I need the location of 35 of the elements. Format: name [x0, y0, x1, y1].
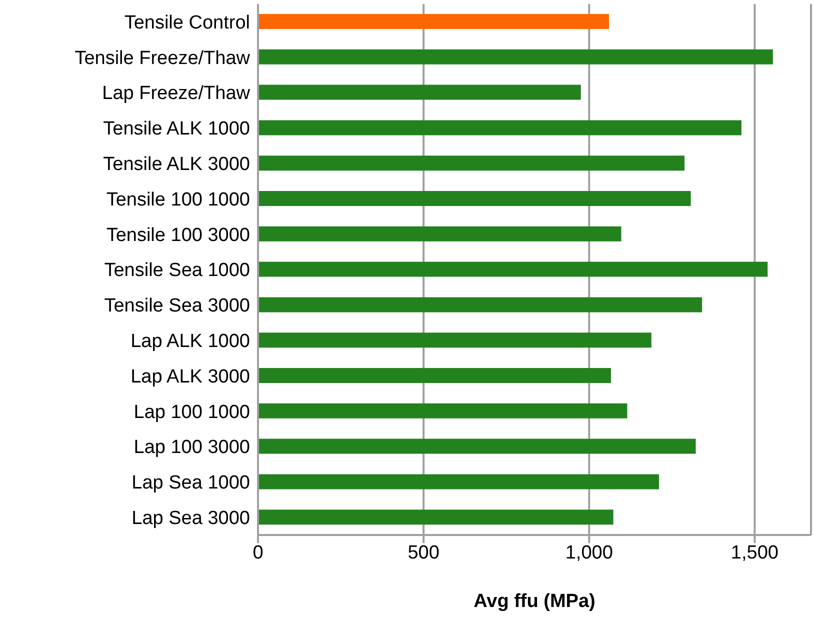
bar: [258, 510, 614, 525]
bar: [258, 368, 611, 383]
y-tick-label: Lap Sea 3000: [132, 508, 250, 530]
bar: [258, 226, 622, 242]
x-tick-label: 0: [252, 542, 264, 564]
y-tick-label: Tensile ALK 3000: [103, 154, 250, 176]
x-tick-label: 1,000: [565, 542, 613, 564]
y-tick-label: Lap 100 3000: [134, 437, 250, 458]
bar: [258, 49, 773, 64]
y-tick-label: Lap ALK 3000: [130, 366, 250, 388]
bar: [258, 156, 685, 171]
bar: [258, 438, 696, 454]
bar: [258, 14, 610, 29]
bar: [258, 262, 768, 277]
bar: [258, 191, 691, 206]
y-tick-label: Tensile Sea 3000: [104, 296, 250, 317]
y-tick-label: Tensile Sea 1000: [104, 260, 250, 282]
bar: [258, 403, 628, 418]
y-tick-label: Lap Freeze/Thaw: [102, 83, 250, 104]
bar: [258, 332, 652, 348]
x-axis-title: Avg ffu (MPa): [474, 591, 596, 612]
y-tick-label: Tensile Freeze/Thaw: [74, 48, 250, 69]
bar: [258, 120, 742, 136]
x-tick-label: 1,500: [730, 542, 778, 564]
y-tick-label: Lap ALK 1000: [130, 331, 250, 352]
y-tick-label: Tensile ALK 1000: [103, 118, 250, 140]
y-tick-label: Tensile 100 3000: [106, 224, 250, 246]
y-tick-label: Lap Sea 1000: [132, 472, 250, 494]
bar: [258, 297, 702, 312]
y-tick-label: Tensile 100 1000: [106, 189, 250, 210]
bar: [258, 84, 581, 100]
y-tick-label: Lap 100 1000: [134, 402, 250, 423]
x-tick-label: 500: [408, 542, 440, 564]
bar: [258, 474, 660, 490]
y-tick-label: Tensile Control: [124, 12, 250, 34]
